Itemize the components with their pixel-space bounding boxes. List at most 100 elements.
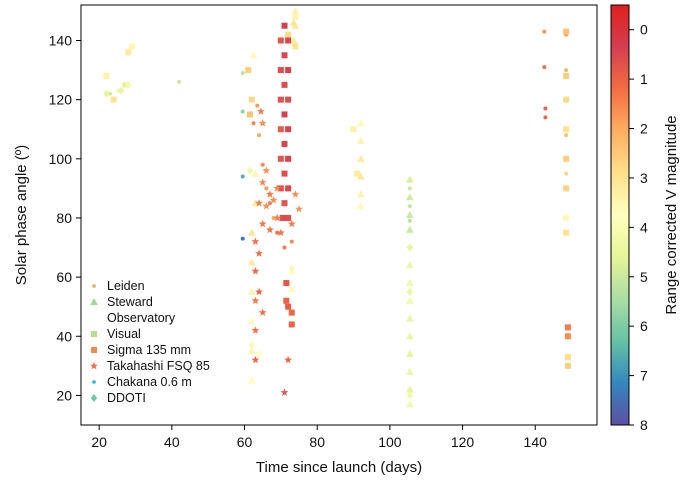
data-point	[245, 67, 252, 74]
data-point	[280, 388, 289, 396]
colorbar-ticks: 0 1 2 3 4 5 6 7 8	[629, 22, 648, 433]
legend-label: DDOTI	[107, 391, 146, 405]
data-point	[256, 107, 265, 115]
data-point	[247, 287, 256, 295]
y-tick-label: 20	[56, 387, 72, 403]
data-point	[282, 245, 287, 250]
data-point	[277, 126, 284, 133]
data-point	[543, 115, 548, 120]
legend-label: Observatory	[107, 311, 176, 325]
data-point	[406, 211, 414, 218]
data-point	[289, 36, 298, 44]
y-axis-label: Solar phase angle (º)	[13, 145, 30, 286]
data-points	[103, 6, 571, 408]
data-point	[406, 193, 414, 201]
data-point	[283, 297, 290, 304]
legend-label: Chakana 0.6 m	[107, 375, 192, 389]
data-point	[276, 228, 285, 237]
data-point	[285, 96, 292, 103]
data-point	[240, 236, 245, 241]
data-point	[248, 96, 255, 103]
data-point	[281, 81, 288, 88]
data-point	[283, 280, 290, 287]
data-point	[258, 178, 267, 186]
data-point	[406, 367, 414, 375]
legend-item: DDOTI	[90, 391, 146, 405]
data-point	[108, 91, 113, 96]
data-point	[564, 68, 569, 73]
data-point	[543, 106, 548, 111]
data-point	[255, 287, 264, 296]
x-axis-ticks: 20 40 60 80 100 120 140	[91, 425, 547, 450]
data-point	[247, 258, 256, 266]
data-point	[291, 190, 300, 198]
colorbar-tick-label: 5	[640, 269, 648, 285]
data-point	[406, 332, 414, 340]
data-point	[563, 229, 570, 236]
legend: Leiden Steward Observatory Visual Sigma 135 …	[90, 279, 210, 405]
data-point	[406, 175, 414, 183]
data-point	[288, 264, 295, 273]
y-tick-label: 40	[56, 328, 72, 344]
data-point	[281, 22, 288, 29]
legend-label: Leiden	[107, 279, 145, 293]
data-point	[564, 133, 569, 138]
legend-label: Takahashi FSQ 85	[107, 359, 210, 373]
colorbar-tick-label: 8	[640, 417, 648, 433]
data-point	[281, 52, 288, 59]
colorbar-tick-label: 4	[640, 219, 648, 235]
data-point	[246, 111, 253, 118]
data-point	[240, 174, 245, 179]
legend-marker	[90, 361, 98, 370]
data-point	[247, 347, 256, 355]
data-point	[255, 350, 263, 359]
legend-marker	[90, 394, 98, 402]
data-point	[292, 43, 299, 50]
data-point	[284, 355, 293, 364]
data-point	[564, 324, 571, 331]
data-point	[357, 190, 365, 198]
y-tick-label: 60	[56, 269, 72, 285]
data-point	[564, 353, 571, 360]
data-point	[406, 350, 414, 358]
legend-item: Chakana 0.6 m	[92, 375, 192, 389]
data-point	[251, 326, 260, 334]
x-tick-label: 140	[524, 434, 548, 450]
data-point	[281, 170, 288, 177]
colorbar-tick-label: 0	[640, 22, 648, 38]
series-steward	[247, 6, 414, 408]
data-point	[564, 362, 571, 369]
colorbar-tick-label: 3	[640, 170, 648, 186]
data-point	[277, 67, 284, 74]
data-point	[285, 37, 292, 44]
data-point	[260, 162, 265, 167]
data-point	[255, 103, 260, 108]
data-point	[103, 72, 110, 79]
data-point	[285, 155, 292, 162]
data-point	[542, 65, 547, 70]
data-point	[273, 213, 282, 222]
data-point	[285, 67, 292, 74]
data-point	[291, 6, 300, 14]
x-tick-label: 20	[91, 434, 107, 450]
data-point	[277, 155, 284, 162]
data-point	[563, 155, 570, 162]
series-ddoti	[103, 80, 414, 400]
data-point	[125, 49, 132, 56]
x-tick-label: 120	[451, 434, 475, 450]
data-point	[357, 119, 365, 127]
data-point	[354, 170, 361, 177]
legend-item: Takahashi FSQ 85	[90, 359, 210, 373]
legend-marker	[92, 380, 96, 384]
data-point	[357, 172, 365, 180]
data-point	[281, 111, 288, 118]
data-point	[269, 196, 278, 204]
data-point	[125, 80, 132, 89]
data-point	[285, 31, 292, 38]
data-point	[247, 376, 256, 384]
plot-frame	[80, 4, 598, 426]
data-point	[110, 96, 117, 103]
data-point	[406, 261, 414, 269]
data-point	[563, 96, 570, 103]
data-point	[407, 218, 412, 223]
